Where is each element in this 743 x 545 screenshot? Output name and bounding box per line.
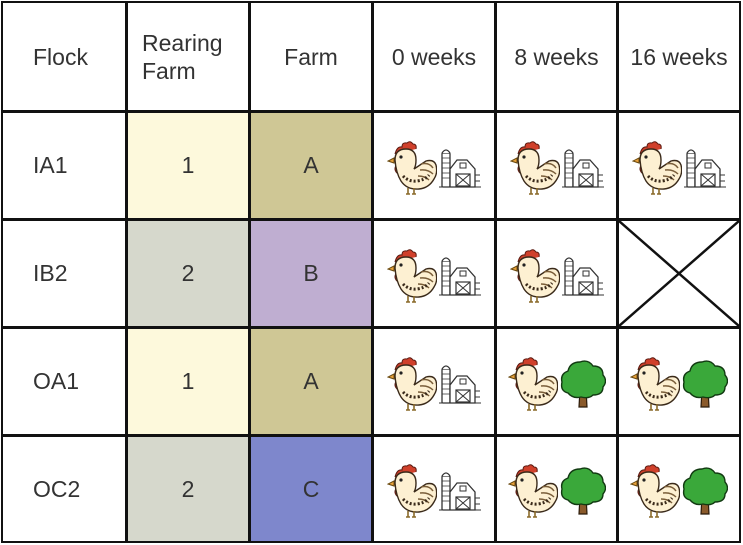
header-rearing-farm-label: Rearing Farm — [142, 29, 223, 84]
rearing-farm-label: 1 — [181, 368, 195, 394]
chicken-icon — [632, 140, 682, 195]
flock-label: IA1 — [33, 152, 68, 178]
farm-label: A — [303, 368, 319, 394]
cell-w8-housing — [495, 435, 618, 543]
rearing-farm-label: 1 — [181, 152, 195, 178]
barn-icon — [561, 256, 604, 296]
header-farm-label: Farm — [284, 43, 338, 70]
barn-icon — [439, 364, 481, 404]
cell-w8-housing — [495, 219, 618, 328]
cell-w16-housing — [617, 327, 741, 436]
tree-icon — [560, 359, 606, 408]
flock-cell: OC2 — [1, 435, 127, 543]
rearing-farm-cell: 1 — [126, 327, 250, 436]
cell-w0-housing — [372, 219, 496, 328]
chicken-icon — [630, 464, 680, 518]
cell-w8-housing — [495, 327, 618, 436]
flock-cell: IA1 — [1, 111, 127, 220]
header-16-weeks: 16 weeks — [617, 1, 741, 112]
rearing-farm-label: 2 — [181, 260, 195, 286]
flock-label: OA1 — [33, 368, 80, 394]
chicken-icon — [509, 248, 560, 303]
farm-label: A — [303, 152, 319, 178]
flock-label: IB2 — [33, 260, 68, 286]
tree-icon — [560, 467, 606, 515]
cell-w8-housing — [495, 111, 618, 220]
farm-cell: A — [249, 327, 373, 436]
header-16-weeks-label: 16 weeks — [630, 43, 728, 70]
header-rearing-farm: Rearing Farm — [126, 1, 250, 112]
rearing-farm-cell: 1 — [126, 111, 250, 220]
chicken-icon — [387, 356, 437, 411]
farm-cell: A — [249, 111, 373, 220]
header-farm: Farm — [249, 1, 373, 112]
farm-label: B — [303, 260, 319, 286]
chicken-icon — [387, 140, 437, 195]
cell-w0-housing — [372, 327, 496, 436]
chicken-icon — [387, 248, 437, 303]
barn-icon — [439, 472, 481, 511]
barn-icon — [561, 148, 604, 188]
header-8-weeks: 8 weeks — [495, 1, 618, 112]
rearing-farm-cell: 2 — [126, 219, 250, 328]
rearing-farm-label: 2 — [181, 475, 195, 502]
barn-icon — [684, 148, 726, 188]
tree-icon — [682, 359, 728, 408]
cell-w16-housing — [617, 435, 741, 543]
rearing-farm-cell: 2 — [126, 435, 250, 543]
flock-cell: OA1 — [1, 327, 127, 436]
flock-label: OC2 — [33, 475, 81, 502]
flock-cell: IB2 — [1, 219, 127, 328]
barn-icon — [439, 148, 481, 188]
empty-cross — [619, 221, 739, 326]
farm-cell: C — [249, 435, 373, 543]
chicken-icon — [507, 356, 558, 411]
farm-label: C — [302, 475, 320, 502]
cell-w16-empty — [617, 219, 741, 328]
chicken-icon — [509, 140, 560, 195]
cell-w16-housing — [617, 111, 741, 220]
header-flock: Flock — [1, 1, 127, 112]
cell-w0-housing — [372, 111, 496, 220]
header-0-weeks: 0 weeks — [372, 1, 496, 112]
chicken-icon — [387, 464, 437, 518]
header-8-weeks-label: 8 weeks — [514, 43, 599, 70]
header-0-weeks-label: 0 weeks — [391, 43, 477, 70]
tree-icon — [682, 467, 728, 515]
header-flock-label: Flock — [33, 43, 88, 70]
farm-cell: B — [249, 219, 373, 328]
chicken-icon — [630, 356, 680, 411]
barn-icon — [439, 256, 481, 296]
chicken-icon — [507, 464, 558, 518]
cell-w0-housing — [372, 435, 496, 543]
